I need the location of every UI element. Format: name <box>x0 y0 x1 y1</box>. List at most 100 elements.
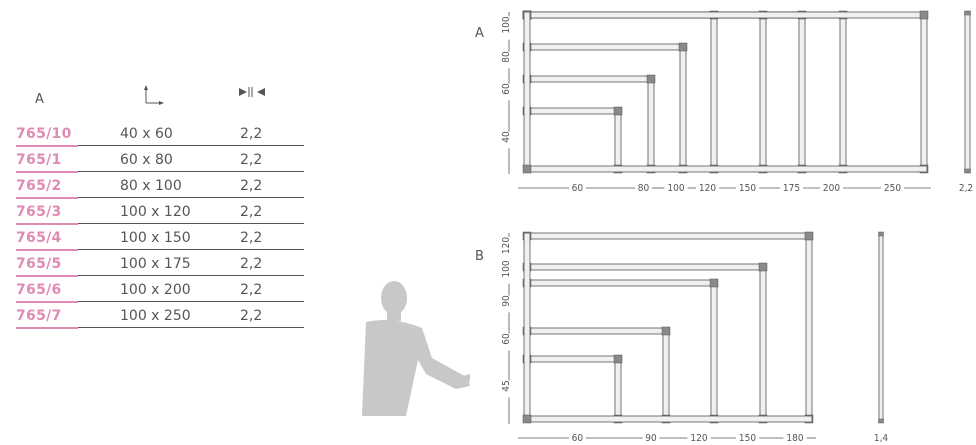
width-dimension-label: 120 <box>690 433 707 444</box>
frame-bar <box>920 11 928 173</box>
product-code: 765/5 <box>16 256 62 272</box>
width-dimension-label: 175 <box>783 183 800 194</box>
row-divider <box>16 145 304 146</box>
height-dimension-label: 40 <box>501 131 512 143</box>
frame-size: 100 x 150 <box>120 230 191 246</box>
frame-joint <box>964 168 971 174</box>
width-dimension-label: 60 <box>572 183 584 194</box>
frame-joint <box>613 106 623 116</box>
height-dimension-label: 90 <box>501 295 512 307</box>
product-code: 765/4 <box>16 230 62 246</box>
diagram-b-label: B <box>475 249 484 264</box>
width-dimension-label: 250 <box>884 183 901 194</box>
code-underline <box>16 171 78 173</box>
row-divider <box>16 197 304 198</box>
product-code: 765/2 <box>16 178 62 194</box>
frame-joint <box>613 354 623 364</box>
frame-bar <box>839 11 847 173</box>
frame-bar <box>679 43 687 173</box>
frame-outline <box>522 10 929 174</box>
row-divider <box>16 223 304 224</box>
frame-joint <box>522 164 532 174</box>
code-underline <box>16 145 78 147</box>
product-code: 765/3 <box>16 204 62 220</box>
frame-joint <box>964 10 971 16</box>
height-dimension-label: 60 <box>501 333 512 345</box>
frame-bar <box>805 232 813 423</box>
frame-bar <box>662 327 670 423</box>
code-underline <box>16 275 78 277</box>
table-row: 765/3 100 x 120 2,2 <box>16 202 304 225</box>
width-dimension-label: 150 <box>739 433 756 444</box>
row-divider <box>16 171 304 172</box>
frame-joint <box>646 74 656 84</box>
frame-bar <box>523 279 718 287</box>
frame-outline <box>522 354 623 424</box>
frame-size: 100 x 250 <box>120 308 191 324</box>
frame-bar <box>523 355 622 363</box>
frame-joint <box>758 262 768 272</box>
profile-bar <box>878 232 884 423</box>
frame-bar <box>759 263 767 423</box>
thickness-label: 1,4 <box>874 433 889 444</box>
frame-size: 100 x 200 <box>120 282 191 298</box>
frame-bar <box>523 232 813 240</box>
width-dimension-label: 90 <box>645 433 657 444</box>
width-dimension-label: 150 <box>739 183 756 194</box>
frame-outline <box>522 326 671 424</box>
frame-outline <box>522 10 768 174</box>
frame-size: 60 x 80 <box>120 152 173 168</box>
profile-bar <box>964 11 971 173</box>
frame-thickness: 2,2 <box>240 204 263 220</box>
height-dimension-label: 60 <box>501 83 512 95</box>
column-header-a: A <box>35 92 44 107</box>
width-dimension-label: 100 <box>667 183 684 194</box>
table-row: 765/4 100 x 150 2,2 <box>16 228 304 251</box>
thickness-arrows-icon <box>238 86 268 102</box>
frame-bar <box>523 165 928 173</box>
frame-outline <box>522 262 768 424</box>
frame-bar <box>523 107 622 115</box>
frame-joint <box>919 10 929 20</box>
frame-thickness: 2,2 <box>240 256 263 272</box>
product-code: 765/6 <box>16 282 62 298</box>
frame-outline <box>522 106 623 174</box>
table-row: 765/5 100 x 175 2,2 <box>16 254 304 277</box>
row-divider <box>16 327 304 328</box>
frame-bar <box>798 11 806 173</box>
diagram-a-frames: 60 80 100 120 150 175 200 250 40 60 80 100 2,2 <box>501 10 973 194</box>
height-dimension-label: 80 <box>501 51 512 63</box>
frame-joint <box>678 42 688 52</box>
frame-bar <box>523 11 531 173</box>
frame-joint <box>804 231 814 241</box>
height-dimension-label: 45 <box>501 380 512 391</box>
frame-joint <box>522 414 532 424</box>
width-dimension-label: 200 <box>823 183 840 194</box>
table-row: 765/7 100 x 250 2,2 <box>16 306 304 329</box>
frame-size: 80 x 100 <box>120 178 182 194</box>
code-underline <box>16 327 78 329</box>
frame-bar <box>614 107 622 173</box>
frame-size: 40 x 60 <box>120 126 173 142</box>
frame-joint <box>661 326 671 336</box>
code-underline <box>16 249 78 251</box>
table-row: 765/6 100 x 200 2,2 <box>16 280 304 303</box>
frame-bar <box>614 355 622 423</box>
height-dimension-label: 100 <box>501 16 512 33</box>
width-height-axes-icon <box>140 84 166 112</box>
row-divider <box>16 301 304 302</box>
frame-bar <box>523 232 531 423</box>
frame-size-table: A 765/10 40 x 60 2,2 765/1 60 x 80 2,2 7… <box>0 0 330 445</box>
product-code: 765/1 <box>16 152 62 168</box>
frame-joint <box>878 231 884 237</box>
product-code: 765/7 <box>16 308 62 324</box>
frame-outline <box>522 74 656 174</box>
code-underline <box>16 223 78 225</box>
frame-bar <box>523 327 670 335</box>
frame-bar <box>523 263 767 271</box>
thickness-label: 2,2 <box>959 183 973 194</box>
row-divider <box>16 249 304 250</box>
frame-bar <box>523 415 813 423</box>
frame-bar <box>523 75 655 83</box>
